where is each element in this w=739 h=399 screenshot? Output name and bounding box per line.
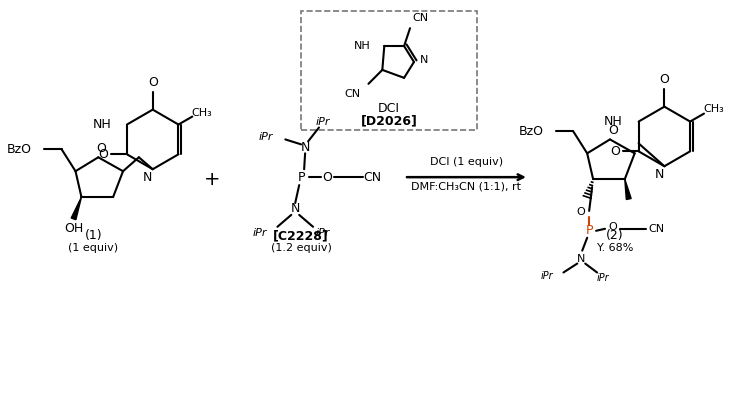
Text: NH: NH (604, 115, 623, 128)
Text: iPr: iPr (316, 117, 330, 126)
Text: [D2026]: [D2026] (361, 114, 418, 127)
Text: iPr: iPr (316, 228, 330, 238)
Text: CH₃: CH₃ (704, 104, 724, 114)
Text: CN: CN (648, 224, 664, 234)
Text: N: N (420, 55, 428, 65)
Text: Y. 68%: Y. 68% (596, 243, 633, 253)
Text: O: O (659, 73, 670, 86)
Text: CN: CN (412, 13, 428, 23)
Text: N: N (577, 254, 585, 264)
Text: DCI: DCI (378, 102, 401, 115)
Text: O: O (610, 145, 620, 158)
Text: O: O (96, 142, 106, 155)
Text: (1.2 equiv): (1.2 equiv) (270, 243, 332, 253)
Text: O: O (577, 207, 585, 217)
Text: iPr: iPr (253, 228, 268, 238)
Text: O: O (608, 222, 617, 232)
Polygon shape (71, 197, 81, 220)
Text: O: O (608, 124, 618, 137)
Text: N: N (301, 141, 310, 154)
Text: iPr: iPr (541, 271, 554, 281)
Text: OH: OH (64, 222, 84, 235)
Text: NH: NH (92, 118, 111, 131)
Text: N: N (143, 171, 152, 184)
Text: (1 equiv): (1 equiv) (68, 243, 118, 253)
Text: (2): (2) (606, 229, 624, 242)
Text: BzO: BzO (7, 143, 32, 156)
Text: +: + (204, 170, 220, 189)
Text: [C2228]: [C2228] (273, 229, 329, 242)
Text: O: O (322, 171, 332, 184)
Text: DCI (1 equiv): DCI (1 equiv) (430, 157, 503, 167)
Text: DMF:CH₃CN (1:1), rt: DMF:CH₃CN (1:1), rt (412, 181, 522, 191)
Text: iPr: iPr (596, 273, 610, 283)
Text: N: N (655, 168, 664, 181)
Text: (1): (1) (84, 229, 102, 242)
Text: N: N (290, 202, 300, 215)
Text: O: O (148, 76, 157, 89)
Text: O: O (98, 148, 108, 161)
Text: BzO: BzO (519, 125, 544, 138)
Text: P: P (297, 171, 305, 184)
Polygon shape (624, 179, 631, 200)
Text: CN: CN (344, 89, 361, 99)
Text: P: P (585, 224, 593, 237)
Text: NH: NH (354, 41, 370, 51)
Text: iPr: iPr (259, 132, 273, 142)
Text: CH₃: CH₃ (192, 108, 213, 118)
Text: CN: CN (364, 171, 381, 184)
Bar (302, 11, 477, 130)
